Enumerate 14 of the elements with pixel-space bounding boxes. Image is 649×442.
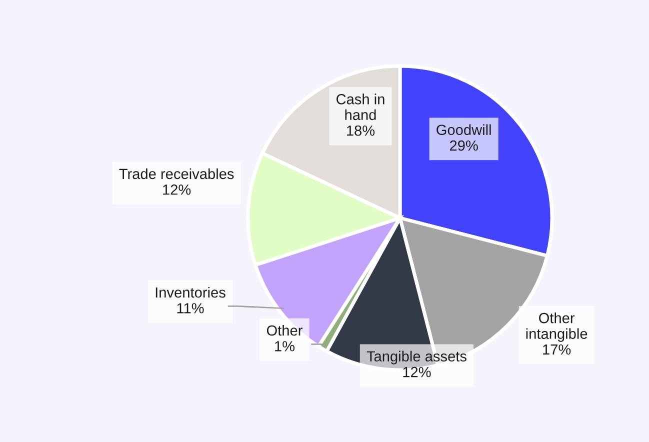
data-label: 1%	[275, 341, 294, 352]
data-label: 17%	[543, 344, 571, 355]
slice-label: Cash in hand	[336, 94, 384, 120]
data-label: 11%	[177, 303, 204, 314]
slice-label: Goodwill	[436, 124, 491, 136]
data-label: 12%	[403, 366, 431, 378]
slice-label: Inventories	[156, 286, 226, 298]
slice-label: Trade receivables	[119, 168, 234, 180]
data-label: 29%	[450, 140, 478, 151]
slice-label: Other intangible	[526, 312, 588, 342]
slice-label: Tangible assets	[366, 350, 466, 364]
data-label: 12%	[163, 184, 191, 195]
slice-label: Other	[266, 324, 302, 336]
data-label: 18%	[347, 125, 375, 136]
